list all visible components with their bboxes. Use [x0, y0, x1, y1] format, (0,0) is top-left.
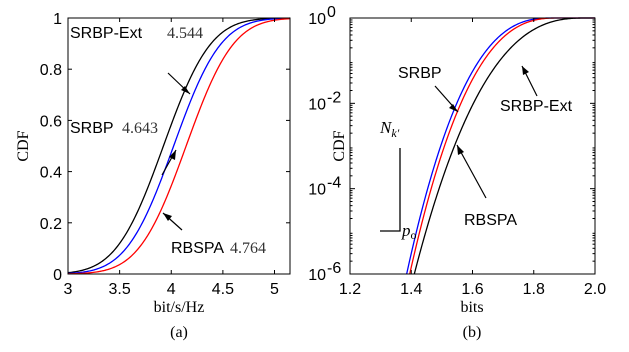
- panel-a-caption: (a): [170, 324, 188, 341]
- annotation-b-rbspa-arrow: [456, 144, 487, 199]
- annotation-srbp-label: SRBP: [70, 120, 114, 137]
- inset-marker-bracket: [380, 148, 401, 232]
- panel-a-x-tick-label: 4.5: [212, 281, 234, 298]
- panel-a-x-tick-label: 4: [167, 281, 176, 298]
- panel-b-axes-box: [349, 17, 596, 275]
- annotation-srbp-ext-label: SRBP-Ext: [70, 25, 143, 42]
- panel-a-y-ticks: 0 0.2 0.4 0.6 0.8 1: [40, 11, 290, 284]
- panel-a-series-srbp-ext: [67, 17, 291, 274]
- panel-a-y-axis-label: CDF: [15, 130, 32, 161]
- panel-b-y-tick-exponent: 0: [327, 4, 336, 21]
- annotation-b-srbp-ext-arrowhead: [522, 66, 529, 75]
- panel-b-x-tick-label: 1.4: [400, 281, 422, 298]
- panel-b-x-tick-label: 1.6: [461, 281, 483, 298]
- annotation-b-rbspa-arrowhead: [457, 145, 464, 155]
- panel-a-x-tick-label: 5: [270, 281, 279, 298]
- annotation-srbp-arrowhead: [169, 150, 176, 160]
- inset-p-label: po: [401, 221, 417, 242]
- panel-a-axes-box: [67, 17, 291, 275]
- panel-b-y-tick-label: 10: [308, 11, 326, 28]
- annotation-b-srbp-ext-label: SRBP-Ext: [500, 98, 573, 115]
- panel-a-x-axis-label: bit/s/Hz: [154, 299, 205, 316]
- panel-b-x-tick-label: 2.0: [584, 281, 606, 298]
- panel-b-y-tick-exponent: -6: [327, 260, 341, 277]
- annotation-rbspa-value: 4.764: [230, 240, 266, 257]
- panel-b-series-srbp-ext: [413, 17, 595, 275]
- annotation-srbp-ext-arrowhead: [181, 86, 190, 94]
- panel-b-x-axis-label: bits: [460, 299, 483, 316]
- panel-a-y-tick-label: 0.2: [40, 216, 62, 233]
- panel-b-x-tick-label: 1.2: [339, 281, 361, 298]
- panel-b-x-ticks: 1.2 1.4 1.6 1.8 2.0: [339, 18, 606, 298]
- panel-b-y-tick-exponent: -2: [327, 89, 341, 106]
- annotation-srbp-value: 4.643: [122, 120, 158, 137]
- panel-a-x-tick-label: 3: [64, 281, 73, 298]
- panel-a-y-tick-label: 0.6: [40, 113, 62, 130]
- annotation-b-srbp-label: SRBP: [398, 65, 442, 82]
- panel-a-y-tick-label: 0: [53, 267, 62, 284]
- panel-b-y-tick-label: 10: [308, 267, 326, 284]
- panel-b-y-tick-exponent: -4: [327, 175, 341, 192]
- annotation-rbspa-label: RBSPA: [171, 240, 224, 257]
- annotation-b-srbp-arrowhead: [449, 104, 458, 112]
- panel-a-x-tick-label: 3.5: [109, 281, 131, 298]
- panel-a-x-ticks: 3 3.5 4 4.5 5: [64, 18, 279, 298]
- panel-a-y-tick-label: 1: [53, 11, 62, 28]
- panel-a-curves: [67, 17, 291, 275]
- panel-a: 3 3.5 4 4.5 5 0 0.2 0.4 0.6 0.8 1 bit/s/Hz CDF (a…: [15, 11, 291, 341]
- panel-b-curves: [406, 17, 595, 275]
- panel-b-y-tick-label: 10: [308, 182, 326, 199]
- panel-b-series-srbp: [406, 17, 595, 275]
- annotation-srbp-ext-value: 4.544: [167, 25, 203, 42]
- panel-a-y-tick-label: 0.4: [40, 165, 62, 182]
- panel-a-series-srbp: [67, 17, 291, 275]
- panel-b-x-tick-label: 1.8: [523, 281, 545, 298]
- panel-b-y-tick-label: 10: [308, 96, 326, 113]
- panel-b-y-axis-label: CDF: [331, 130, 348, 161]
- annotation-rbspa-arrowhead: [163, 213, 172, 221]
- panel-a-y-tick-label: 0.8: [40, 62, 62, 79]
- panel-b-caption: (b): [463, 324, 482, 341]
- annotation-b-rbspa-label: RBSPA: [464, 212, 517, 229]
- panel-a-series-rbspa: [67, 18, 291, 275]
- inset-n-label: Nk′: [379, 118, 400, 140]
